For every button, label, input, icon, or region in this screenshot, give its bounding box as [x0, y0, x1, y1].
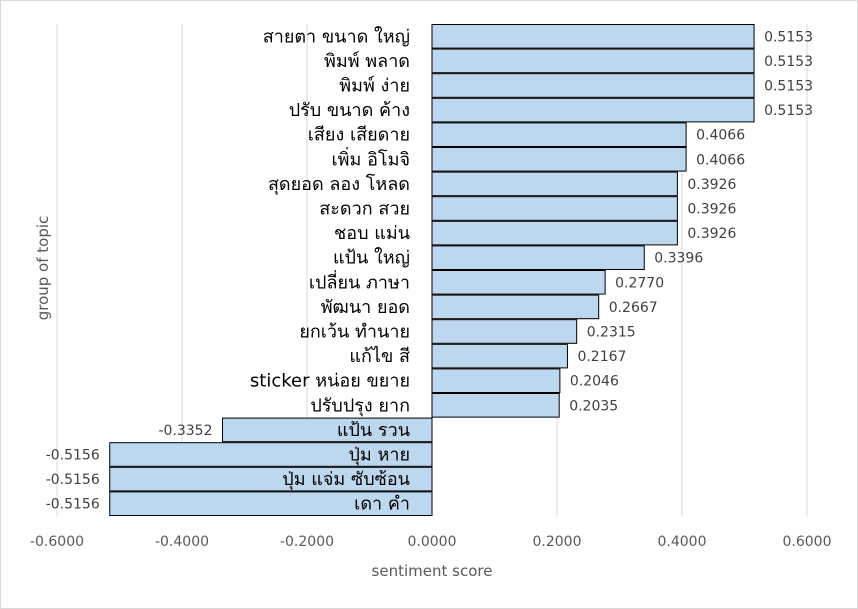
category-label: ชอบ แม่น [334, 223, 410, 244]
category-label: sticker หน่อย ขยาย [250, 371, 410, 392]
bar [431, 270, 606, 295]
bar [431, 393, 560, 418]
x-axis-title: sentiment score [372, 562, 493, 580]
bar [431, 196, 678, 221]
x-tick-labels: -0.6000 -0.4000 -0.2000 0.0000 0.2000 0.4000 0… [30, 534, 832, 550]
category-label: เดา คำ [354, 494, 410, 515]
bar [431, 220, 678, 246]
x-tick-label: 0.0000 [408, 534, 457, 550]
category-label: ปุ่ม แจ่ม ซับซ้อน [282, 469, 410, 490]
value-label: 0.3396 [654, 251, 703, 267]
x-tick-label: 0.4000 [658, 534, 707, 550]
value-label: 0.5153 [764, 29, 813, 45]
value-label: -0.3352 [158, 423, 212, 439]
category-label: เปลี่ยน ภาษา [309, 269, 410, 293]
x-tick-label: -0.2000 [280, 534, 334, 550]
bar [431, 73, 755, 98]
y-axis-title: group of topic [34, 216, 52, 321]
value-label: 0.2770 [615, 275, 664, 291]
bar [431, 294, 600, 320]
bar [431, 245, 645, 270]
value-label: 0.2046 [570, 374, 619, 390]
value-label: -0.5156 [46, 448, 100, 464]
category-label: สะดวก สวย [319, 199, 410, 220]
value-label: 0.5153 [764, 54, 813, 70]
category-label: แก้ไข สี [349, 345, 410, 367]
bar [431, 368, 561, 393]
value-label: 0.5153 [764, 79, 813, 95]
bar [431, 147, 687, 172]
value-label: 0.5153 [764, 103, 813, 119]
bar [431, 24, 755, 49]
value-label: 0.3926 [687, 202, 736, 218]
category-label: สุดยอด ลอง โหลด [268, 173, 410, 195]
value-label: 0.2035 [569, 398, 618, 414]
value-label: 0.2315 [587, 325, 636, 341]
value-label: 0.3926 [687, 226, 736, 242]
x-tick-label: 0.6000 [783, 534, 832, 550]
category-label: พิมพ์ พลาด [324, 51, 410, 72]
value-label: 0.2167 [577, 349, 626, 365]
value-label: 0.4066 [696, 128, 745, 144]
x-tick-label: 0.2000 [533, 534, 582, 550]
value-label: 0.2667 [609, 300, 658, 316]
value-label: -0.5156 [46, 472, 100, 488]
category-label: ปรับ ขนาด ค้าง [289, 100, 410, 121]
category-label: ปรับปรุง ยาก [310, 395, 410, 416]
category-label: แป้น รวน [337, 420, 410, 441]
category-label: ปุ่ม หาย [348, 445, 410, 466]
value-labels: 0.5153 0.5153 0.5153 0.5153 0.4066 0.4066 0.39… [46, 29, 813, 512]
category-label: เสียง เสียดาย [308, 125, 410, 146]
bar [431, 319, 578, 344]
bar [431, 171, 678, 197]
bar [431, 97, 755, 123]
bar [431, 343, 568, 369]
category-label: ยกเว้น ทำนาย [299, 322, 410, 343]
category-label: เพิ่ม อิโมจิ [332, 146, 411, 170]
bar [431, 48, 755, 74]
value-label: 0.3926 [687, 177, 736, 193]
value-label: -0.5156 [46, 497, 100, 513]
category-label: สายตา ขนาด ใหญ่ [263, 25, 410, 47]
x-tick-label: -0.4000 [155, 534, 209, 550]
category-label: พิมพ์ ง่าย [339, 76, 410, 97]
category-label: พัฒนา ยอด [321, 297, 410, 318]
value-label: 0.4066 [696, 152, 745, 168]
x-tick-label: -0.6000 [30, 534, 84, 550]
bar [431, 122, 687, 148]
category-label: แป้น ใหญ่ [333, 247, 410, 269]
bars [109, 24, 755, 516]
